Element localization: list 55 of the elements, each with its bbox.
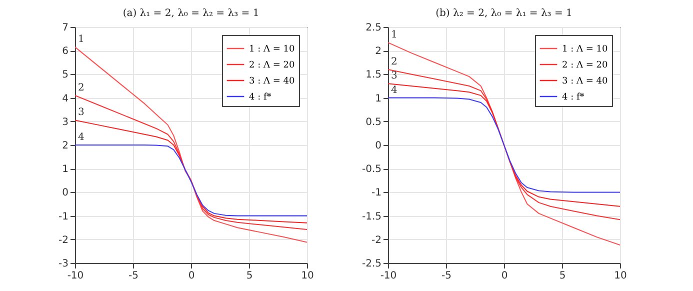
legend-label: 1 : Λ = 10 (562, 44, 608, 54)
line-series (75, 46, 307, 243)
y-tick-label: 4 (62, 93, 68, 104)
x-tick-label: -5 (442, 270, 452, 282)
annotation: 3 (391, 70, 398, 82)
chart-title: (a) λ₁ = 2, λ₀ = λ₂ = λ₃ = 1 (122, 8, 260, 19)
line-series (75, 120, 307, 224)
line-series (75, 144, 307, 216)
x-tick-label: 0 (188, 270, 195, 282)
y-tick-label: -2 (372, 234, 382, 246)
y-tick-label: 1.5 (366, 70, 382, 81)
y-tick-label: 7 (62, 22, 68, 34)
annotation: 2 (78, 82, 84, 94)
x-tick-label: 10 (301, 270, 314, 282)
annotation: 1 (391, 30, 398, 41)
annotation: 4 (78, 132, 84, 143)
y-tick-label: 3 (62, 116, 68, 128)
x-tick-label: -10 (380, 270, 397, 282)
x-tick-label: 5 (559, 270, 566, 282)
y-tick-label: 5 (62, 70, 68, 81)
legend-label: 4 : f* (249, 92, 272, 102)
y-tick-label: 2 (62, 140, 68, 152)
y-tick-label: -1 (372, 188, 382, 199)
legend-label: 2 : Λ = 20 (562, 60, 608, 70)
legend-label: 2 : Λ = 20 (249, 60, 295, 70)
annotation: 1 (78, 34, 84, 46)
line-series (388, 83, 620, 207)
legend-label: 3 : Λ = 40 (249, 76, 295, 86)
chart-title: (b) λ₂ = 2, λ₀ = λ₁ = λ₃ = 1 (436, 8, 572, 19)
y-tick-label: -1.5 (362, 211, 382, 222)
x-tick-label: -10 (67, 270, 84, 282)
legend-label: 3 : Λ = 40 (562, 76, 608, 86)
y-tick-label: -2 (58, 234, 68, 246)
y-tick-label: 0 (62, 188, 68, 199)
y-tick-label: 0.5 (366, 116, 382, 128)
y-tick-label: -1 (58, 211, 68, 222)
legend-label: 4 : f* (562, 92, 585, 102)
y-tick-label: 1 (375, 93, 382, 104)
annotation: 2 (391, 56, 398, 68)
x-tick-label: 5 (246, 270, 253, 282)
annotation: 4 (391, 84, 398, 96)
x-tick-label: -5 (128, 270, 138, 282)
y-tick-label: 0 (375, 140, 382, 152)
y-tick-label: 2.5 (366, 22, 382, 34)
y-tick-label: 2 (375, 46, 382, 58)
y-tick-label: 6 (62, 46, 68, 58)
x-tick-label: 10 (614, 270, 627, 282)
annotation: 3 (78, 107, 84, 118)
y-tick-label: -0.5 (362, 164, 382, 176)
y-tick-label: -3 (58, 258, 68, 270)
y-tick-label: -2.5 (362, 258, 382, 270)
line-series (75, 94, 307, 230)
legend-label: 1 : Λ = 10 (249, 44, 295, 54)
x-tick-label: 0 (501, 270, 508, 282)
y-tick-label: 1 (62, 164, 68, 176)
